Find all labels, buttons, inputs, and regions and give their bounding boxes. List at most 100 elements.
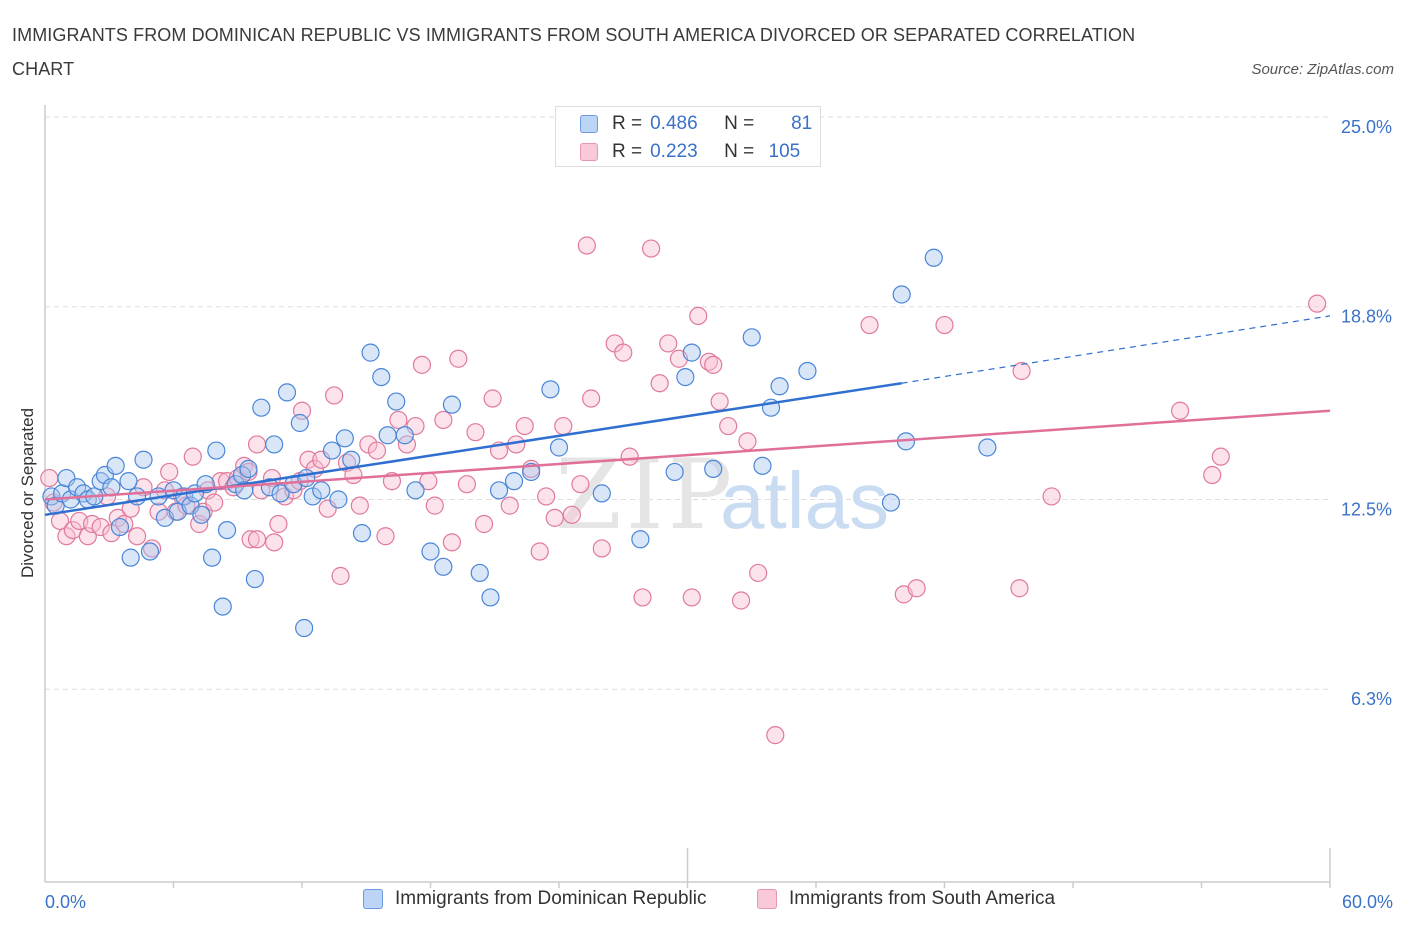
data-point-south-america [641,239,661,258]
data-point-dominican-republic [119,472,138,491]
data-point-south-america [766,726,785,745]
data-point-dominican-republic [271,484,290,503]
legend-swatch-blue [580,115,598,133]
data-point-dominican-republic [121,548,140,567]
legend-row-dominican-republic: R = 0.486 N = 81 [580,111,812,137]
data-point-south-america [614,343,633,362]
tick-labels: 25.0% 18.8% 12.5% 6.3% 0.0% 60.0% [45,117,1393,912]
data-point-dominican-republic [481,588,500,607]
data-point-dominican-republic [924,248,943,267]
trend-lines [44,315,1331,517]
data-point-dominican-republic [102,478,121,497]
legend-item-label: Immigrants from Dominican Republic [395,888,707,909]
y-tick-label: 6.3% [1351,689,1392,709]
data-point-south-america [425,496,444,515]
x-tick-label-max: 60.0% [1342,892,1393,912]
data-point-south-america [935,315,954,335]
data-point-dominican-republic [335,429,354,448]
legend-n-value: 105 [768,141,801,162]
data-point-south-america [633,588,652,607]
data-point-south-america [545,508,564,527]
data-point-south-america [474,514,494,534]
data-point-south-america [650,374,669,393]
data-point-south-america [142,539,162,558]
watermark: ZIP atlas [555,439,889,551]
data-point-dominican-republic [352,524,372,543]
data-point-south-america [160,462,179,482]
data-point-south-america [247,435,267,454]
data-point-south-america [582,389,601,408]
legend-r-value: 0.223 [650,141,698,162]
data-point-south-america [466,423,485,442]
data-point-south-america [442,533,462,552]
data-point-south-america [907,579,926,598]
data-point-south-america [40,468,59,488]
data-point-dominican-republic [704,459,723,478]
data-point-dominican-republic [372,368,391,387]
y-tick-label: 18.8% [1341,307,1392,327]
data-point-south-america [719,416,738,436]
data-point-south-america [738,432,757,451]
data-point-dominican-republic [387,392,406,411]
data-point-south-america [1042,487,1061,506]
data-point-dominican-republic [290,413,309,433]
data-point-dominican-republic [549,438,569,457]
data-point-dominican-republic [295,618,314,638]
data-point-dominican-republic [106,456,125,475]
data-point-dominican-republic [110,517,130,537]
data-point-south-america [1308,294,1327,313]
data-point-dominican-republic [442,395,462,414]
data-point-dominican-republic [239,459,258,478]
data-point-south-america [710,392,729,411]
data-point-south-america [91,517,110,537]
y-tick-label: 25.0% [1341,117,1392,137]
data-point-dominican-republic [312,481,331,500]
y-tick-label: 12.5% [1341,500,1392,520]
data-point-south-america [367,441,387,460]
data-point-dominican-republic [378,426,397,445]
data-point-dominican-republic [770,377,789,396]
data-point-dominican-republic [245,569,264,589]
data-point-south-america [515,416,534,436]
data-point-south-america [704,355,723,374]
data-point-dominican-republic [329,490,348,509]
data-point-south-america [331,566,350,586]
data-point-south-america [269,514,288,534]
data-point-dominican-republic [541,380,560,399]
data-point-dominican-republic [978,438,997,457]
data-point-dominican-republic [892,285,911,304]
data-point-south-america [350,496,369,515]
data-point-south-america [412,355,432,374]
data-point-south-america [749,563,768,583]
legend-item-south-america: Immigrants from South America [757,888,1055,910]
data-point-south-america [241,530,260,549]
watermark-atlas: atlas [720,456,889,545]
data-point-dominican-republic [252,398,271,417]
data-point-dominican-republic [522,462,541,482]
data-point-south-america [620,447,639,466]
data-point-south-america [860,315,879,335]
data-point-dominican-republic [489,481,509,500]
data-point-dominican-republic [297,468,316,488]
data-point-dominican-republic [421,542,440,561]
data-point-south-america [1211,447,1230,466]
data-point-south-america [483,389,502,408]
legend-r-label: R = [612,141,643,162]
data-point-south-america [205,493,224,512]
legend-n-value: 81 [791,113,813,134]
data-point-south-america [571,475,590,494]
data-point-dominican-republic [207,441,226,460]
data-point-dominican-republic [213,597,232,616]
data-point-dominican-republic [592,484,611,503]
legend-n-label: N = [724,141,755,162]
data-point-dominican-republic [881,493,901,512]
axes [44,105,1331,888]
data-point-dominican-republic [742,328,761,347]
data-point-south-america [457,475,477,494]
data-point-dominican-republic [798,361,817,381]
data-point-dominican-republic [682,343,701,362]
data-point-dominican-republic [676,368,695,387]
data-point-south-america [537,487,556,506]
data-point-dominican-republic [134,450,153,469]
trend-line-south-america [44,409,1331,501]
